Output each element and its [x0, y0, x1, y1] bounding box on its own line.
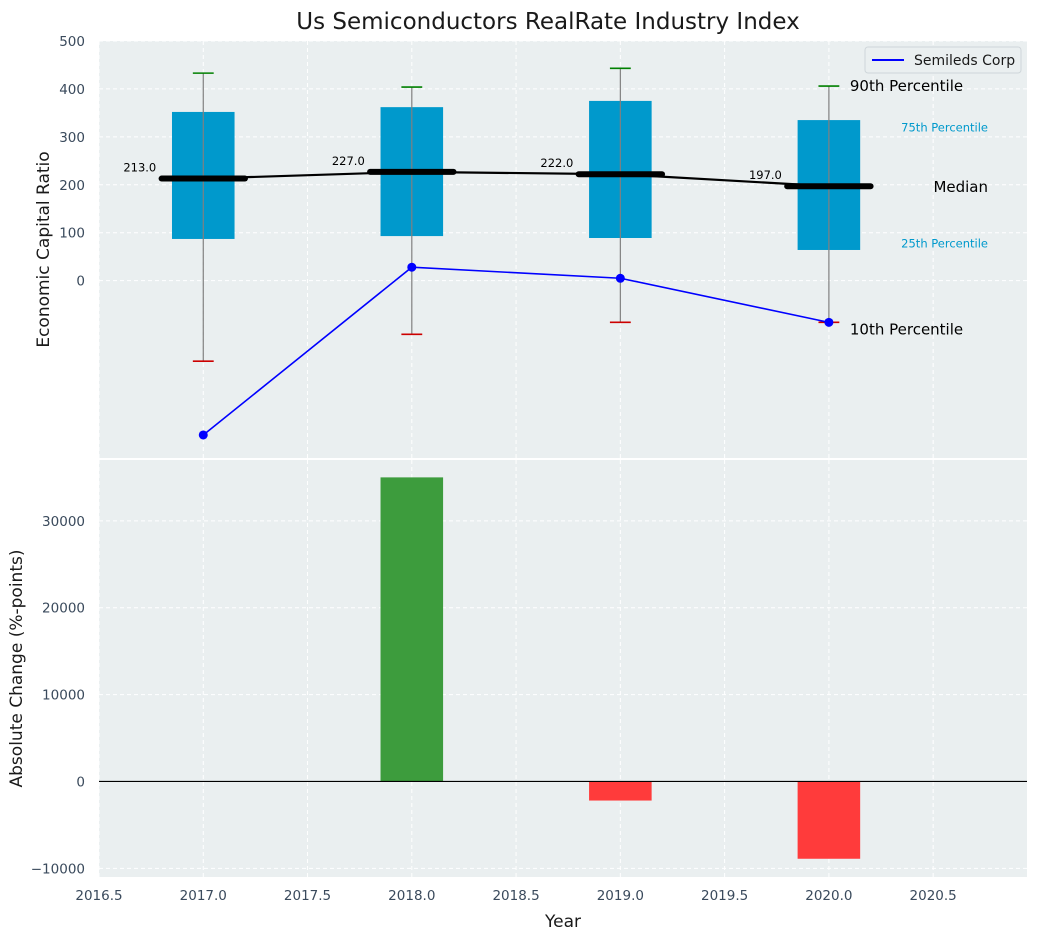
bottom-y-tick-label: 20000 — [42, 601, 85, 617]
x-tick-label: 2016.5 — [75, 888, 122, 904]
x-tick-label: 2019.0 — [597, 888, 644, 904]
x-tick-label: 2017.0 — [180, 888, 227, 904]
series-point — [824, 317, 834, 327]
x-tick-label: 2018.0 — [388, 888, 435, 904]
annotation-90th: 90th Percentile — [850, 77, 963, 95]
top-plot-area — [99, 41, 1027, 458]
change-bar — [589, 781, 652, 801]
x-tick-label: 2019.5 — [701, 888, 748, 904]
top-y-ticks: 0 100 200 300 400 500 — [59, 34, 85, 290]
bottom-y-tick-label: −10000 — [31, 861, 85, 877]
percentile-annotations: 90th Percentile 75th Percentile Median 2… — [850, 77, 988, 338]
median-label: 222.0 — [540, 156, 573, 170]
box-plots: 213.0 227.0 222.0 197.0 — [123, 67, 874, 362]
company-series — [198, 262, 834, 440]
change-bar — [797, 781, 861, 859]
median-label: 227.0 — [332, 154, 365, 168]
x-ticks: 2016.5 2017.0 2017.5 2018.0 2018.5 2019.0 2019… — [75, 888, 956, 904]
legend-entry: Semileds Corp — [914, 53, 1015, 69]
bottom-plot-area — [99, 460, 1027, 877]
bottom-y-tick-label: 10000 — [42, 688, 85, 704]
median-label: 197.0 — [749, 168, 782, 182]
top-y-tick-label: 100 — [59, 226, 85, 242]
change-bars — [380, 477, 861, 859]
x-tick-label: 2020.5 — [910, 888, 957, 904]
top-y-tick-label: 0 — [76, 274, 85, 290]
x-tick-label: 2018.5 — [492, 888, 539, 904]
median-label: 213.0 — [123, 161, 156, 175]
series-point — [407, 262, 417, 272]
top-y-tick-label: 400 — [59, 82, 85, 98]
annotation-median: Median — [933, 178, 988, 196]
bottom-y-axis-label: Absolute Change (%-points) — [7, 550, 27, 788]
annotation-10th: 10th Percentile — [850, 320, 963, 338]
annotation-25th: 25th Percentile — [901, 237, 988, 251]
top-grid — [98, 40, 1027, 458]
bottom-y-ticks: −10000 0 10000 20000 30000 — [31, 514, 85, 878]
top-y-tick-label: 300 — [59, 130, 85, 146]
top-y-tick-label: 200 — [59, 178, 85, 194]
bottom-y-tick-label: 30000 — [42, 514, 85, 530]
median-line — [203, 170, 829, 188]
change-bar — [380, 477, 444, 782]
chart-title: Us Semiconductors RealRate Industry Inde… — [296, 9, 800, 35]
annotation-75th: 75th Percentile — [901, 120, 988, 134]
top-y-tick-label: 500 — [59, 34, 85, 50]
x-tick-label: 2017.5 — [284, 888, 331, 904]
series-point — [198, 430, 208, 440]
series-line — [202, 266, 830, 436]
legend: Semileds Corp — [864, 46, 1022, 74]
x-axis-label: Year — [544, 912, 581, 932]
top-y-axis-label: Economic Capital Ratio — [34, 151, 54, 347]
series-point — [615, 273, 625, 283]
x-tick-label: 2020.0 — [805, 888, 852, 904]
bottom-y-tick-label: 0 — [76, 774, 85, 790]
legend-box — [864, 46, 1022, 74]
